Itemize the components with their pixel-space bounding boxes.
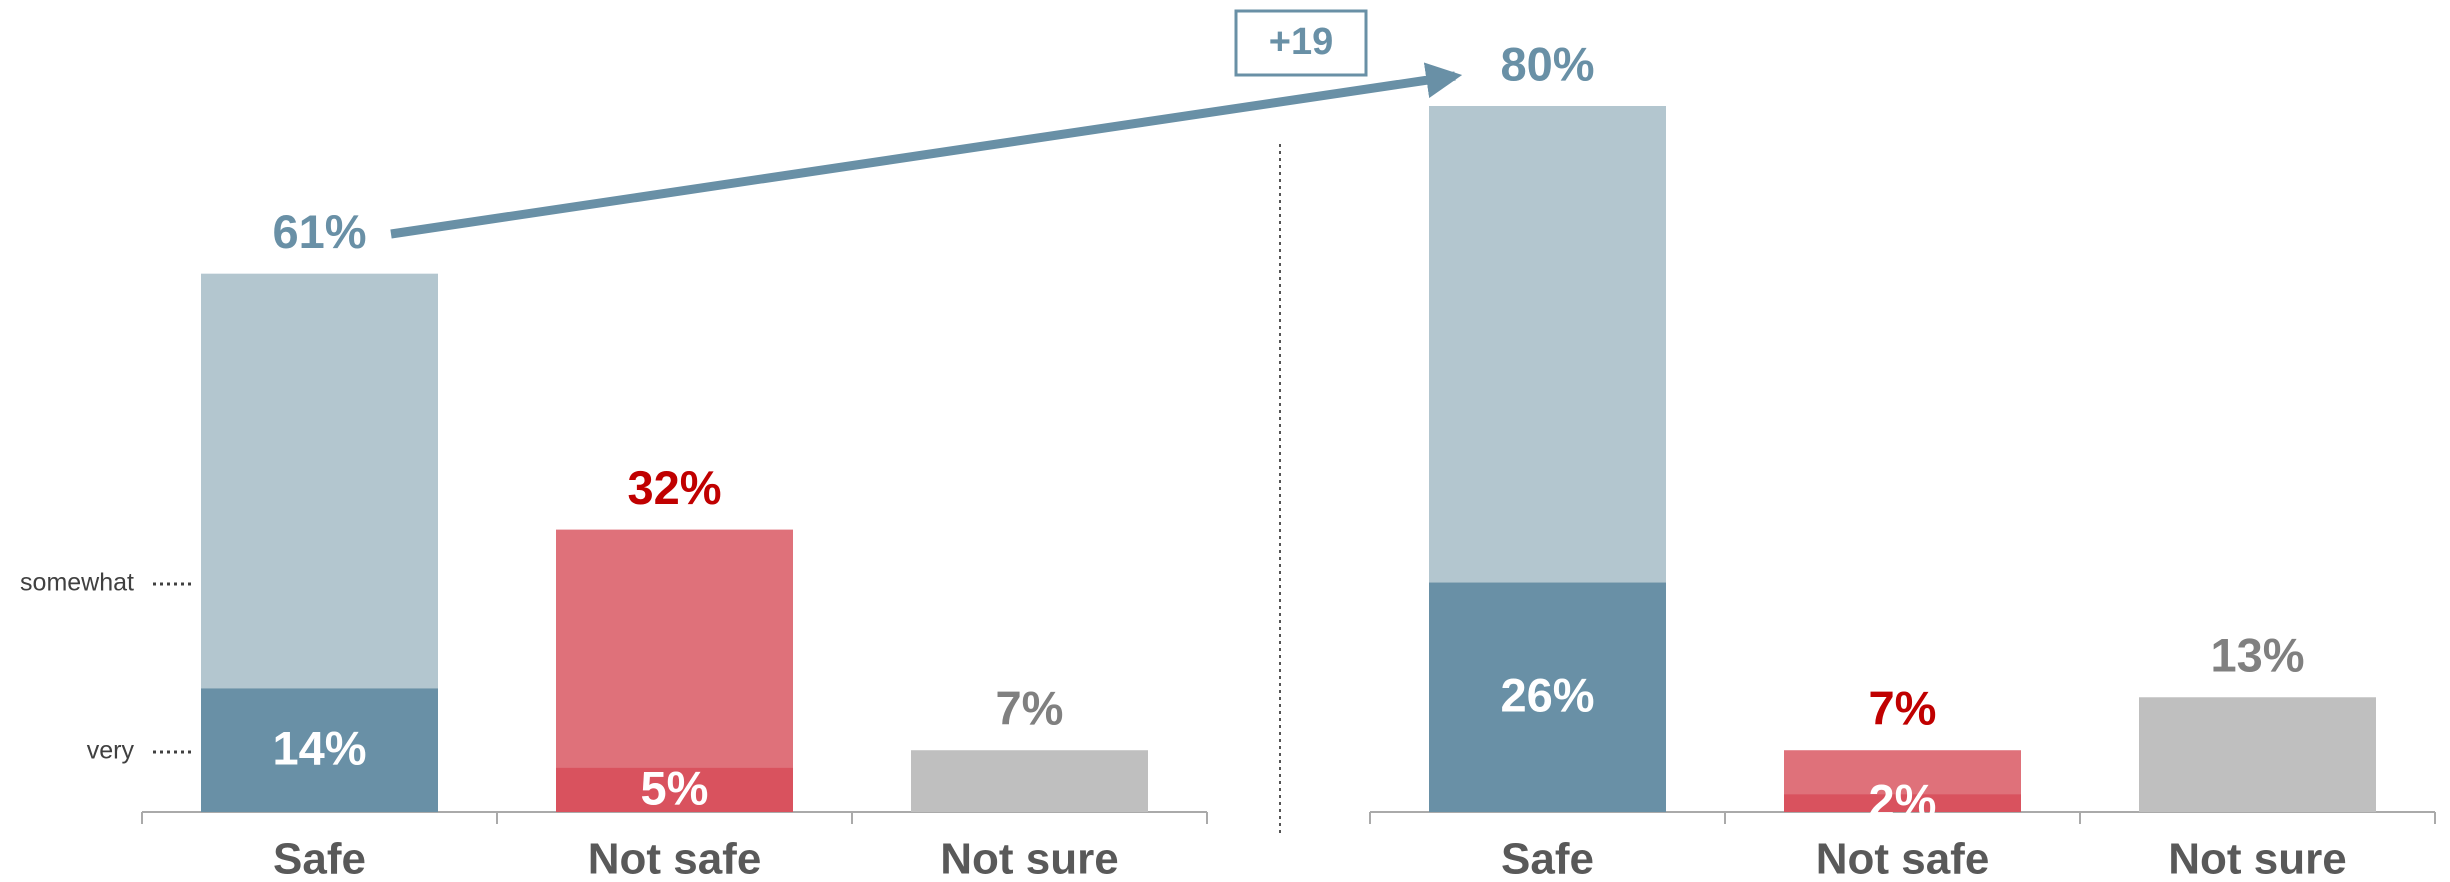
total-label: 7% [996, 682, 1064, 735]
very-label: 26% [1500, 669, 1594, 722]
very-label: 5% [641, 761, 709, 814]
x-tick-label: Not safe [1816, 835, 1990, 882]
total-label: 7% [1869, 682, 1937, 735]
bar-very [556, 767, 793, 812]
bar-total [2139, 697, 2376, 812]
segment-label: very [87, 737, 135, 765]
segment-label: somewhat [20, 569, 134, 597]
bar-total [556, 529, 793, 812]
change-arrow [390, 62, 1463, 239]
total-label: 61% [272, 205, 366, 258]
very-label: 2% [1869, 775, 1937, 828]
x-tick-label: Safe [273, 835, 366, 882]
bar-very [1429, 582, 1666, 812]
bar-very [201, 688, 438, 812]
total-label: 13% [2210, 629, 2304, 682]
very-label: 14% [272, 722, 366, 775]
annotation-box [1234, 9, 1368, 77]
bar-very [1784, 794, 2021, 812]
total-label: 32% [627, 461, 721, 514]
total-label: 80% [1500, 37, 1594, 90]
x-tick-label: Not safe [588, 835, 762, 882]
x-tick-label: Not sure [940, 835, 1118, 882]
annotation: +19 [1269, 21, 1333, 63]
x-tick-label: Safe [1501, 835, 1594, 882]
x-tick-label: Not sure [2168, 835, 2346, 882]
bar-total [911, 750, 1148, 812]
